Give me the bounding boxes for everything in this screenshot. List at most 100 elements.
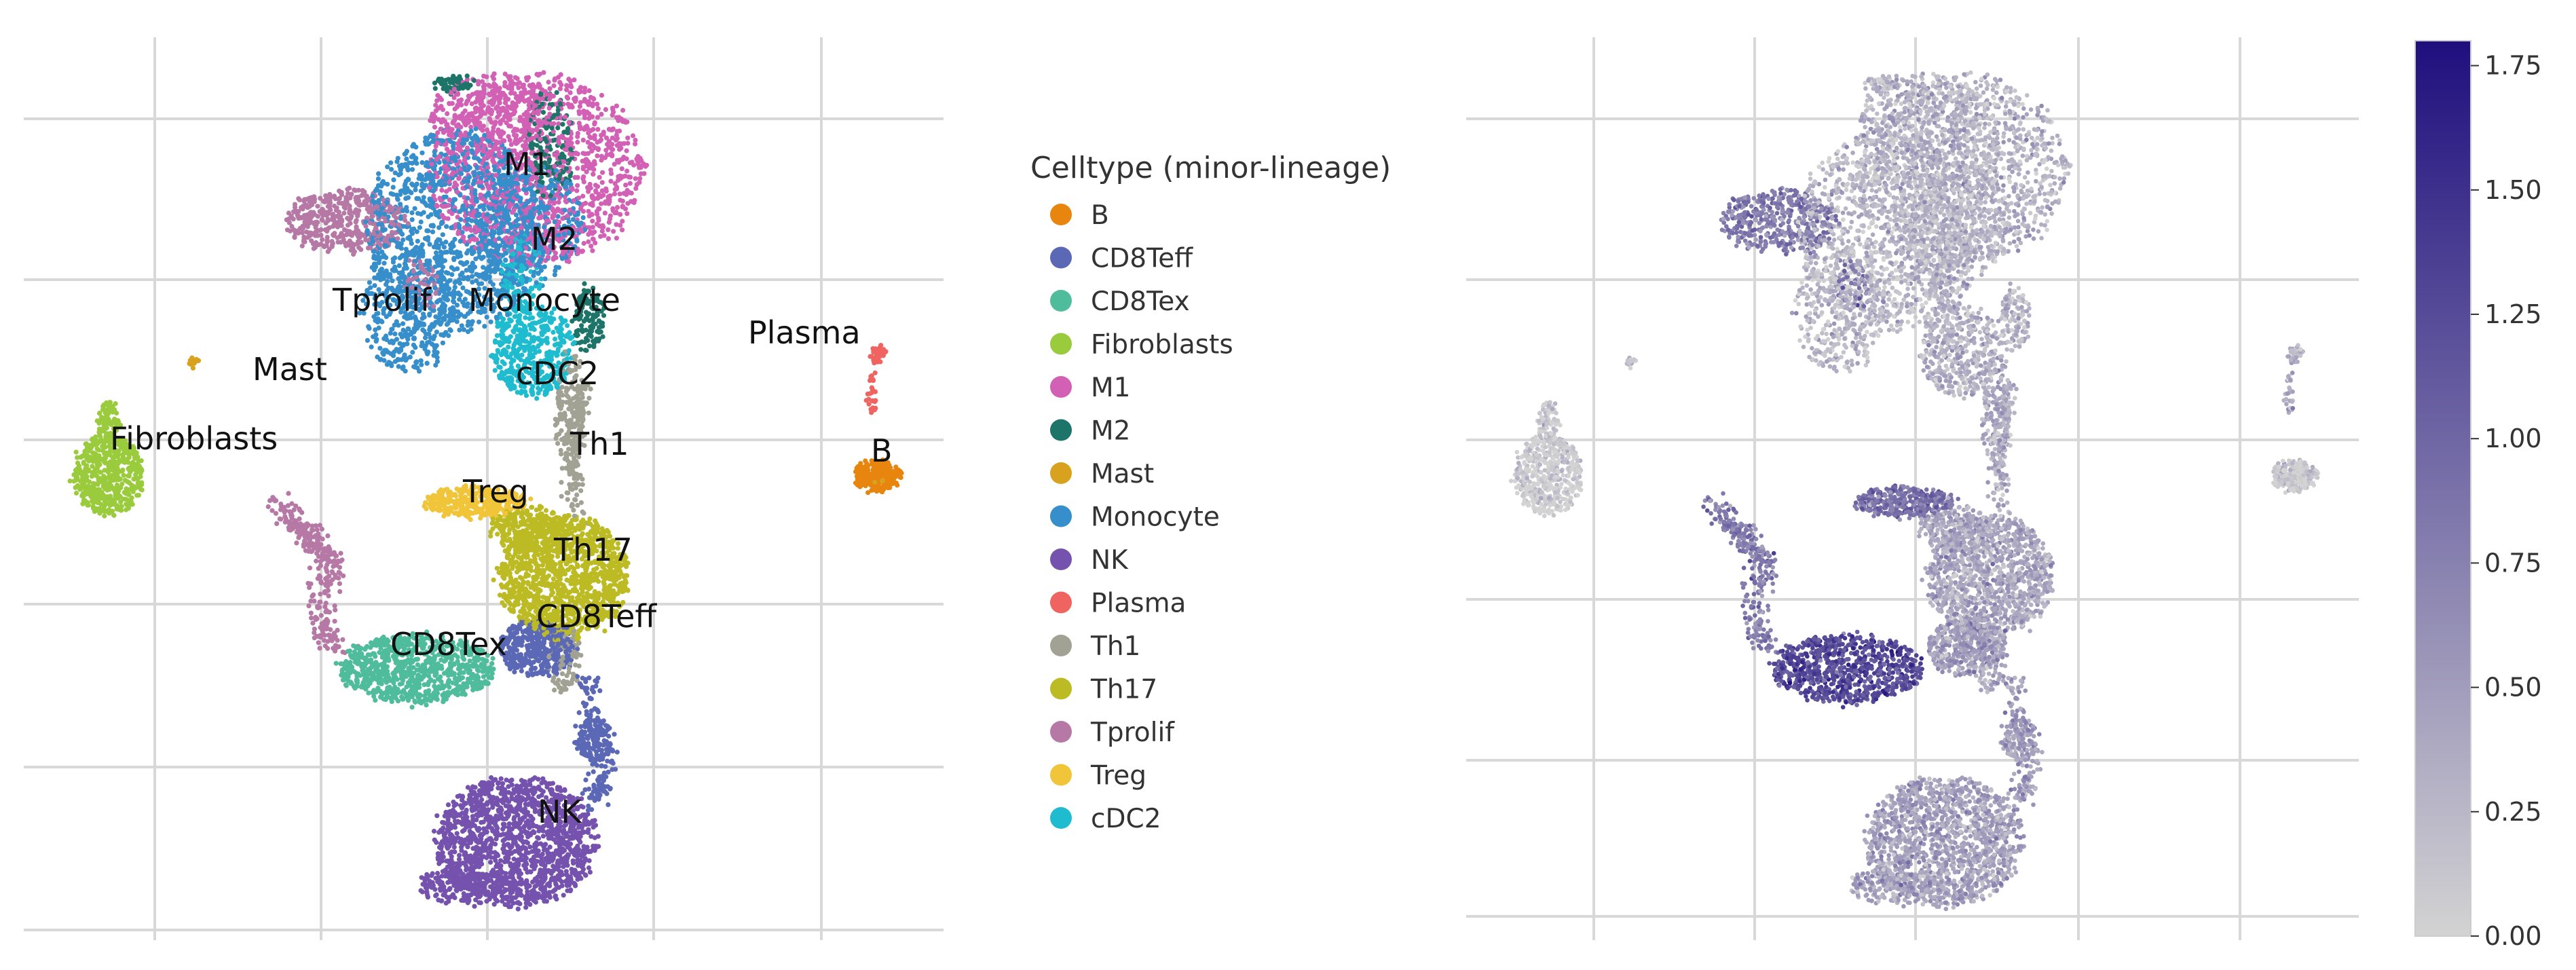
point-tprolif xyxy=(318,591,323,597)
point-nk xyxy=(503,871,508,876)
point-monocyte xyxy=(438,221,444,226)
point-nk xyxy=(578,840,583,845)
point-monocyte xyxy=(381,336,387,341)
point-tprolif xyxy=(337,565,343,570)
point-tprolif xyxy=(265,504,271,510)
point-m1 xyxy=(519,150,524,155)
point-monocyte xyxy=(392,331,398,337)
point-tprolif xyxy=(328,627,333,633)
point-fibroblasts xyxy=(121,472,126,478)
point-cd8teff xyxy=(605,802,611,808)
point-m1 xyxy=(511,208,517,213)
point-nk xyxy=(511,857,517,862)
point-th1 xyxy=(586,410,591,415)
point-cd8tex xyxy=(373,698,378,703)
point-nk xyxy=(540,834,546,839)
point-m1 xyxy=(484,74,489,79)
point-cdc2 xyxy=(538,276,544,282)
point-m2 xyxy=(554,90,559,95)
point-tprolif xyxy=(333,608,338,613)
point-nk xyxy=(536,794,542,800)
point-tprolif xyxy=(335,627,340,633)
point-monocyte xyxy=(365,337,371,343)
point-th1 xyxy=(559,493,564,499)
point-m1 xyxy=(602,210,608,216)
point-m1 xyxy=(625,135,631,141)
point-nk xyxy=(519,853,524,858)
point-nk xyxy=(449,849,455,855)
point-m1 xyxy=(580,193,586,199)
point-nk xyxy=(467,792,472,798)
point-th1 xyxy=(559,480,564,485)
point-m1 xyxy=(599,92,605,98)
left-points xyxy=(67,70,904,912)
point-monocyte xyxy=(388,160,394,166)
point-cd8teff xyxy=(597,688,603,694)
point-th1 xyxy=(573,663,578,668)
point-m1 xyxy=(581,240,586,246)
point-m1 xyxy=(618,212,623,217)
point-m1 xyxy=(623,183,629,188)
point-tprolif xyxy=(314,558,319,564)
point-monocyte xyxy=(458,280,463,286)
point-nk xyxy=(492,850,498,855)
point-m1 xyxy=(547,86,553,92)
point-monocyte xyxy=(419,160,425,166)
point-th17 xyxy=(593,518,598,523)
point-monocyte xyxy=(375,176,381,181)
point-tprolif xyxy=(307,565,313,571)
point-m1 xyxy=(468,124,474,130)
point-treg xyxy=(528,496,534,502)
point-monocyte xyxy=(457,277,462,282)
point-m1 xyxy=(625,141,631,146)
point-th17 xyxy=(531,553,537,559)
point-tprolif xyxy=(316,640,321,646)
point-nk xyxy=(432,837,437,842)
point-tprolif xyxy=(320,217,325,223)
point-m1 xyxy=(589,244,594,249)
point-th1 xyxy=(552,688,557,693)
point-nk xyxy=(430,871,435,876)
point-m1 xyxy=(447,187,452,192)
point-m2 xyxy=(567,157,572,163)
point-m1 xyxy=(444,122,449,128)
point-monocyte xyxy=(369,344,374,350)
point-th17 xyxy=(490,526,496,531)
point-m1 xyxy=(573,95,578,100)
point-m1 xyxy=(574,188,580,193)
point-m1 xyxy=(604,135,610,141)
point-m1 xyxy=(556,121,561,126)
point-nk xyxy=(491,901,497,907)
point-monocyte xyxy=(396,364,401,369)
point-fibroblasts xyxy=(136,493,141,498)
point-nk xyxy=(472,903,477,909)
point-nk xyxy=(503,895,509,900)
point-m1 xyxy=(590,103,595,109)
point-monocyte xyxy=(418,188,424,194)
point-m1 xyxy=(624,148,629,153)
point-th1 xyxy=(578,488,584,493)
point-nk xyxy=(561,893,566,898)
point-cd8tex xyxy=(422,682,427,688)
point-th17 xyxy=(502,603,507,608)
point-monocyte xyxy=(455,309,461,314)
point-m1 xyxy=(576,120,582,126)
point-cdc2 xyxy=(523,315,528,320)
point-m1 xyxy=(561,135,566,141)
point-cdc2 xyxy=(534,396,540,401)
point-th17 xyxy=(488,534,493,539)
point-monocyte xyxy=(451,257,457,263)
point-cd8teff xyxy=(573,724,578,729)
point-cd8teff xyxy=(525,671,530,676)
point-m1 xyxy=(624,168,630,174)
point-tprolif xyxy=(286,491,291,496)
point-m1 xyxy=(576,195,582,201)
point-tprolif xyxy=(322,643,328,649)
point-monocyte xyxy=(425,340,430,346)
point-monocyte xyxy=(381,358,387,363)
point-m1 xyxy=(614,185,620,190)
point-tprolif xyxy=(318,599,323,605)
point-fibroblasts xyxy=(119,481,125,487)
